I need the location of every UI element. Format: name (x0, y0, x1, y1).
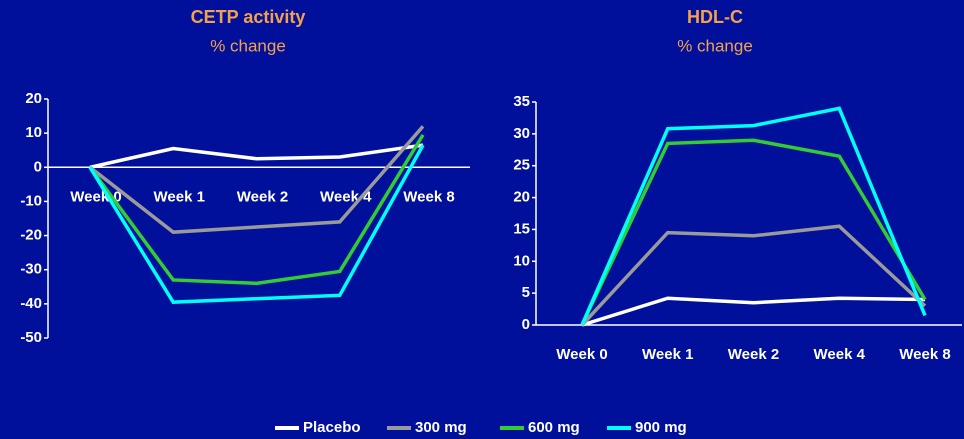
y-tick-label: -40 (20, 295, 42, 312)
legend-label: 900 mg (635, 419, 687, 436)
legend-label: 600 mg (528, 419, 580, 436)
y-tick-label: -10 (20, 192, 42, 209)
series-line (88, 125, 425, 234)
y-tick-label: 35 (513, 93, 530, 110)
y-tick-label: 10 (513, 252, 530, 269)
y-tick-label: -20 (20, 227, 42, 244)
series-line (88, 144, 425, 304)
x-tick-label: Week 1 (154, 188, 205, 205)
x-tick-label: Week 2 (237, 188, 288, 205)
y-tick-label: 15 (513, 220, 530, 237)
chart-title: CETP activity (191, 7, 306, 27)
series-line (581, 296, 926, 327)
chart-subtitle: % change (677, 36, 753, 55)
x-tick-label: Week 4 (320, 188, 372, 205)
x-tick-label: Week 8 (403, 188, 454, 205)
y-tick-label: 0 (34, 158, 42, 175)
series-line (580, 138, 927, 326)
y-tick-label: 20 (25, 90, 42, 107)
y-tick-label: -30 (20, 261, 42, 278)
series-line (89, 143, 424, 169)
y-tick-label: 25 (513, 157, 530, 174)
x-tick-label: Week 8 (899, 346, 950, 363)
series-line (580, 106, 927, 326)
chart-subtitle: % change (210, 36, 286, 55)
y-tick-label: -50 (20, 329, 42, 346)
series-line (580, 224, 927, 327)
x-tick-label: Week 1 (642, 346, 693, 363)
y-tick-label: 5 (522, 284, 530, 301)
series-line (88, 133, 425, 286)
legend-label: 300 mg (415, 419, 467, 436)
y-tick-label: 30 (513, 125, 530, 142)
x-tick-label: Week 0 (556, 346, 607, 363)
chart-title: HDL-C (687, 7, 743, 27)
y-tick-label: 0 (522, 316, 530, 333)
x-tick-label: Week 4 (814, 346, 866, 363)
y-tick-label: 10 (25, 124, 42, 141)
legend-label: Placebo (303, 419, 361, 436)
y-tick-label: 20 (513, 189, 530, 206)
x-tick-label: Week 2 (728, 346, 779, 363)
